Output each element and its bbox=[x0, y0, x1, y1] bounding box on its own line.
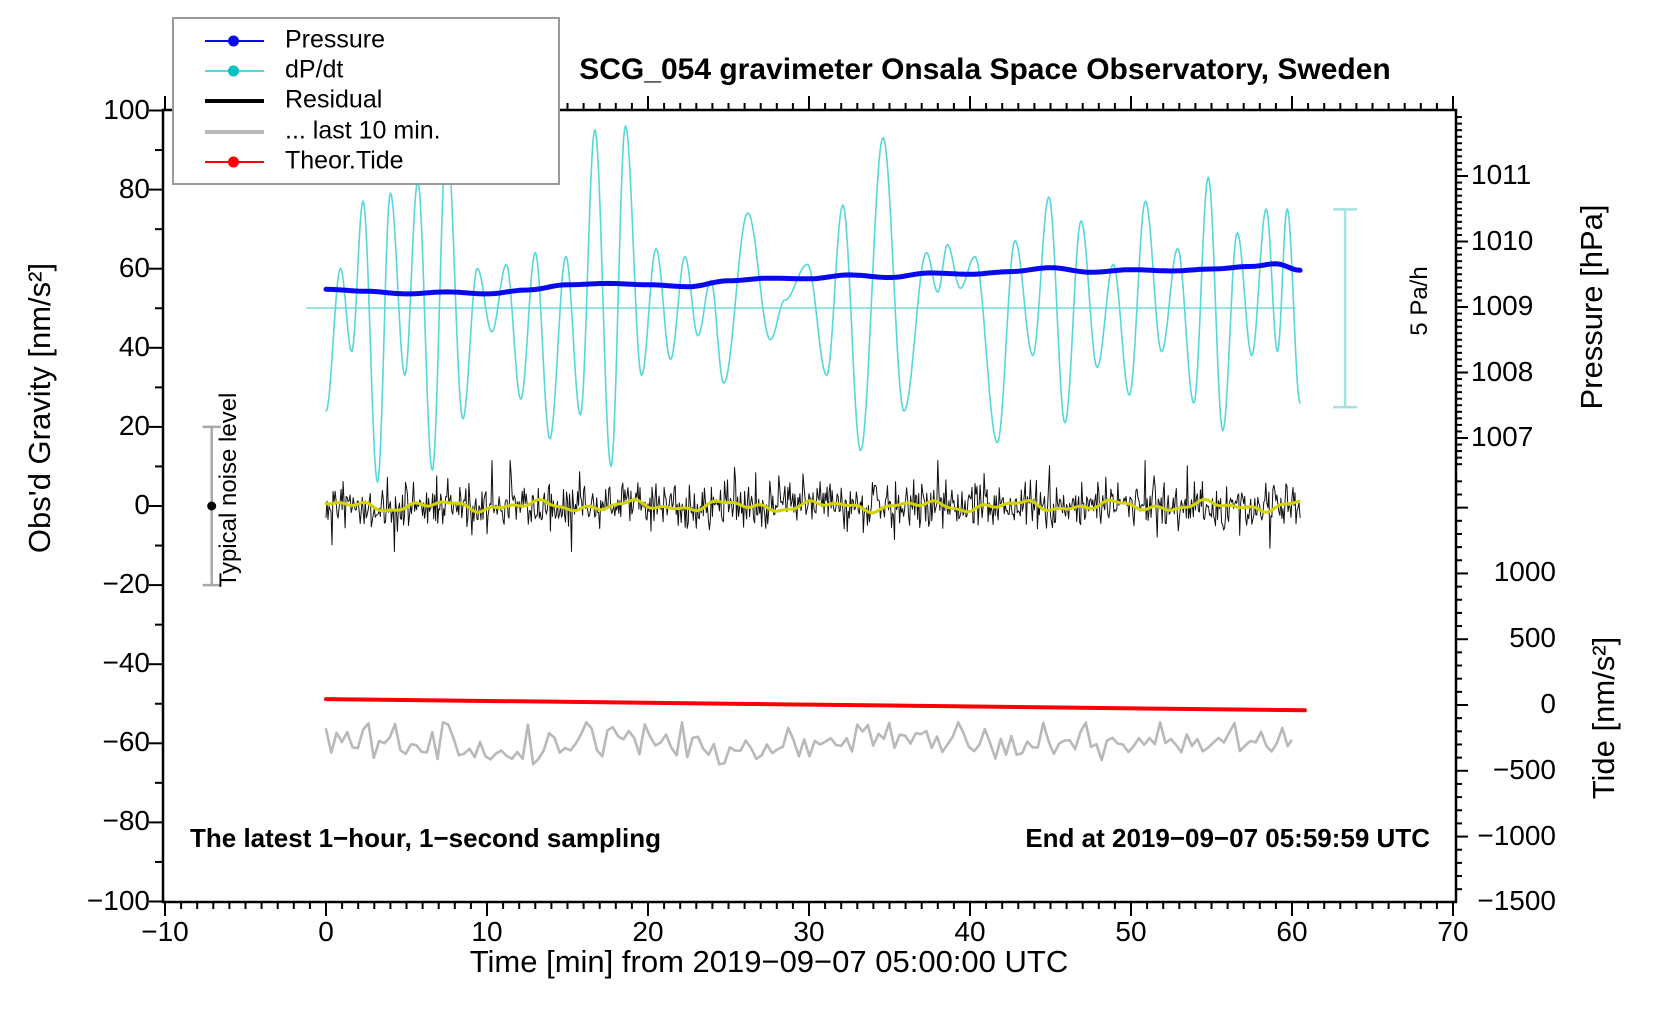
legend-entry-label: Theor.Tide bbox=[285, 146, 404, 175]
y-axis-label-gravity: Obs'd Gravity [nm/s²] bbox=[22, 262, 57, 554]
tide-tick-label: 1000 bbox=[1493, 556, 1556, 588]
dpdt-curve bbox=[325, 125, 1301, 484]
time-tick-label: 30 bbox=[793, 916, 825, 947]
residual-curve bbox=[325, 460, 1301, 552]
legend-entry-label: ... last 10 min. bbox=[285, 116, 441, 145]
legend-entry-label: dP/dt bbox=[285, 55, 344, 84]
legend-entry-label: Pressure bbox=[285, 25, 386, 54]
end-time-note: End at 2019−09−07 05:59:59 UTC bbox=[1025, 823, 1430, 853]
legend-sample-line bbox=[205, 130, 264, 134]
legend-entry-label: Residual bbox=[285, 85, 383, 114]
time-tick-label: 60 bbox=[1276, 916, 1308, 947]
gravity-tick-label: −80 bbox=[102, 805, 151, 837]
tide-tick-label: −1000 bbox=[1477, 819, 1556, 851]
pressure-tick-label: 1011 bbox=[1471, 159, 1532, 190]
gravity-tick-label: −40 bbox=[102, 647, 151, 679]
time-tick-label: 50 bbox=[1115, 916, 1147, 947]
y-axis-label-pressure: Pressure [hPa] bbox=[1574, 204, 1609, 410]
legend-box: Pressure dP/dt Residual... last 10 min. The… bbox=[172, 17, 560, 185]
chart-title: SCG_054 gravimeter Onsala Space Observat… bbox=[579, 53, 1391, 86]
residual-smoothed-curve bbox=[324, 497, 1301, 515]
tide-tick-label: −1500 bbox=[1477, 885, 1556, 917]
pressure-curve bbox=[323, 261, 1303, 297]
gravity-tick-label: 80 bbox=[118, 172, 150, 204]
theor-tide-curve bbox=[324, 697, 1307, 713]
tide-tick-label: −500 bbox=[1492, 753, 1556, 785]
last10min-curve bbox=[324, 720, 1293, 766]
time-tick-label: −10 bbox=[141, 916, 189, 947]
time-tick-label: 40 bbox=[954, 916, 986, 947]
y-axis-label-tide: Tide [nm/s²] bbox=[1586, 636, 1621, 800]
pressure-tick-label: 1008 bbox=[1471, 355, 1534, 387]
tide-tick-label: 0 bbox=[1540, 688, 1556, 719]
gravity-tick-label: −60 bbox=[102, 726, 151, 758]
gravity-tick-label: 100 bbox=[103, 93, 150, 125]
pressure-tick-label: 1010 bbox=[1471, 224, 1534, 256]
sampling-note: The latest 1−hour, 1−second sampling bbox=[190, 823, 662, 853]
gravity-tick-label: 0 bbox=[134, 489, 150, 520]
gravity-tick-label: −20 bbox=[102, 568, 151, 600]
gravity-tick-label: 20 bbox=[118, 409, 150, 441]
time-tick-label: 10 bbox=[471, 916, 503, 947]
tide-tick-label: 500 bbox=[1509, 622, 1556, 654]
time-tick-label: 70 bbox=[1437, 916, 1469, 947]
legend-sample-marker-icon bbox=[228, 156, 239, 168]
noise-level-label: Typical noise level bbox=[215, 392, 242, 588]
legend-sample-marker-icon bbox=[228, 35, 239, 47]
time-tick-label: 0 bbox=[318, 916, 334, 947]
x-axis-label: Time [min] from 2019−09−07 05:00:00 UTC bbox=[469, 944, 1069, 979]
time-tick-label: 20 bbox=[632, 916, 664, 947]
noise-errorbar-dot bbox=[207, 501, 217, 511]
legend-sample-line bbox=[205, 99, 264, 103]
pressure-tick-label: 1007 bbox=[1471, 421, 1534, 452]
gravity-tick-label: −100 bbox=[86, 884, 150, 916]
scale-bar-label: 5 Pa/h bbox=[1406, 266, 1433, 336]
pressure-tick-label: 1009 bbox=[1471, 290, 1534, 321]
gravity-tick-label: 40 bbox=[118, 330, 150, 362]
legend-sample-marker-icon bbox=[228, 65, 239, 77]
gravity-tick-label: 60 bbox=[118, 251, 150, 283]
